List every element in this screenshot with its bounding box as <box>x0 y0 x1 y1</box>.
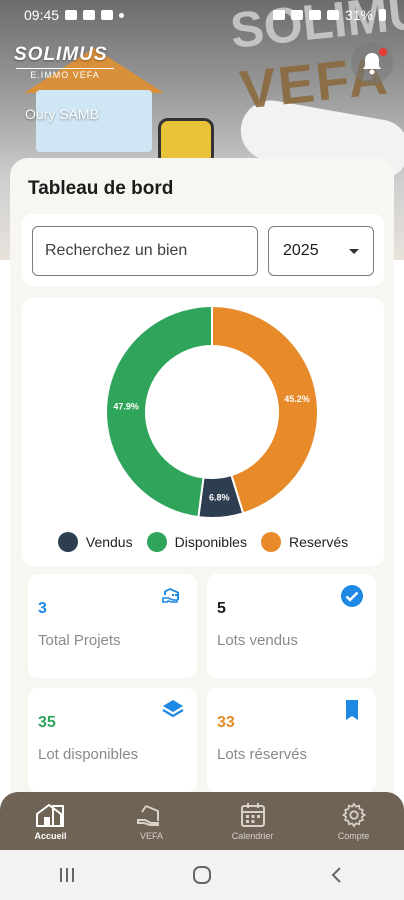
legend-item-disponibles: Disponibles <box>146 532 247 552</box>
nav-label: Compte <box>337 830 370 841</box>
bookmark-icon <box>346 700 358 720</box>
stat-value: 35 <box>38 714 56 731</box>
stat-label: Lot disponibles <box>38 746 139 763</box>
check-circle-icon <box>341 585 363 607</box>
stat-card-lots-vendus[interactable]: 5 Lots vendus <box>207 574 376 678</box>
cloud-icon <box>83 10 96 20</box>
page-title: Tableau de bord <box>28 178 174 199</box>
stat-value: 3 <box>38 600 47 617</box>
vefa-icon <box>136 804 159 826</box>
donut-chart-card: 6.8% 47.9% 45.2% Vendus Disponibles Reservés <box>22 298 384 566</box>
check-box-icon <box>101 10 114 20</box>
data-label-disponibles: 47.9% <box>113 401 139 411</box>
nav-label: Accueil <box>34 830 67 841</box>
system-navigation-bar <box>0 850 404 900</box>
dashboard-panel: Tableau de bord 2025 6.8% 47.9% 45.2% Vend… <box>10 158 394 858</box>
layers-icon <box>162 700 184 718</box>
bell-icon <box>363 53 381 75</box>
legend-label: Vendus <box>85 534 133 550</box>
legend-item-vendus: Vendus <box>57 532 133 552</box>
legend-swatch <box>146 532 167 552</box>
legend-label: Reservés <box>288 534 349 550</box>
home-button-icon[interactable] <box>191 864 213 886</box>
chart-legend: Vendus Disponibles Reservés <box>22 532 384 552</box>
recent-apps-icon[interactable] <box>57 866 77 884</box>
stat-label: Total Projets <box>38 632 121 649</box>
nav-item-vefa[interactable]: VEFA <box>107 802 197 841</box>
legend-swatch <box>260 532 281 552</box>
nav-item-compte[interactable]: Compte <box>309 801 399 841</box>
stat-label: Lots réservés <box>217 746 308 763</box>
battery-level: 31% <box>344 7 373 23</box>
wifi-icon <box>308 10 321 20</box>
settings-icon <box>341 801 366 828</box>
filter-bar: 2025 <box>22 214 384 286</box>
alarm-icon <box>272 10 285 20</box>
bottom-navigation: Accueil VEFA Calendrier Compte <box>0 792 404 850</box>
brand-subtitle: E.IMMO VEFA <box>16 68 114 80</box>
donut-slice-disponibles[interactable] <box>105 304 213 519</box>
stat-card-total-projets[interactable]: 3 Total Projets <box>28 574 197 678</box>
nav-label: Calendrier <box>231 830 274 841</box>
home-icon <box>35 803 64 827</box>
nav-item-accueil[interactable]: Accueil <box>6 802 96 841</box>
calendar-icon <box>240 802 265 827</box>
stat-card-lots-reserves[interactable]: 33 Lots réservés <box>207 688 376 792</box>
status-time: 09:45 <box>24 7 60 23</box>
user-name: Oury SAMB <box>25 106 99 122</box>
data-label-reserves: 45.2% <box>284 394 310 404</box>
year-selected-value: 2025 <box>283 242 319 259</box>
notification-badge <box>379 48 387 56</box>
nav-label: VEFA <box>139 830 163 841</box>
notifications-button[interactable] <box>351 42 393 84</box>
brand-name: SOLIMUS <box>14 44 108 65</box>
legend-swatch <box>57 532 78 552</box>
stat-value: 33 <box>217 714 235 731</box>
battery-icon <box>379 9 386 21</box>
brand-logo: SOLIMUS E.IMMO VEFA <box>14 44 114 80</box>
data-label-vendus: 6.8% <box>209 493 230 503</box>
stat-label: Lots vendus <box>217 632 298 649</box>
dropdown-arrow-icon <box>349 248 359 254</box>
donut-slice-reserves[interactable] <box>211 304 319 515</box>
gallery-icon <box>65 10 78 20</box>
legend-label: Disponibles <box>174 534 247 550</box>
back-icon[interactable] <box>327 865 347 885</box>
mute-icon <box>290 10 303 20</box>
notification-dot-icon <box>119 12 125 18</box>
donut-chart: 6.8% 47.9% 45.2% <box>105 304 319 519</box>
year-select[interactable]: 2025 <box>268 226 374 276</box>
stat-card-lot-disponibles[interactable]: 35 Lot disponibles <box>28 688 197 792</box>
legend-item-reserves: Reservés <box>260 532 349 552</box>
house-illustration <box>18 48 214 166</box>
nav-item-calendrier[interactable]: Calendrier <box>208 802 298 841</box>
signal-icon <box>326 10 339 20</box>
building-hand-icon <box>162 588 179 603</box>
stat-value: 5 <box>217 600 226 617</box>
status-bar: 09:45 31% <box>0 0 404 30</box>
search-input[interactable] <box>32 226 258 276</box>
